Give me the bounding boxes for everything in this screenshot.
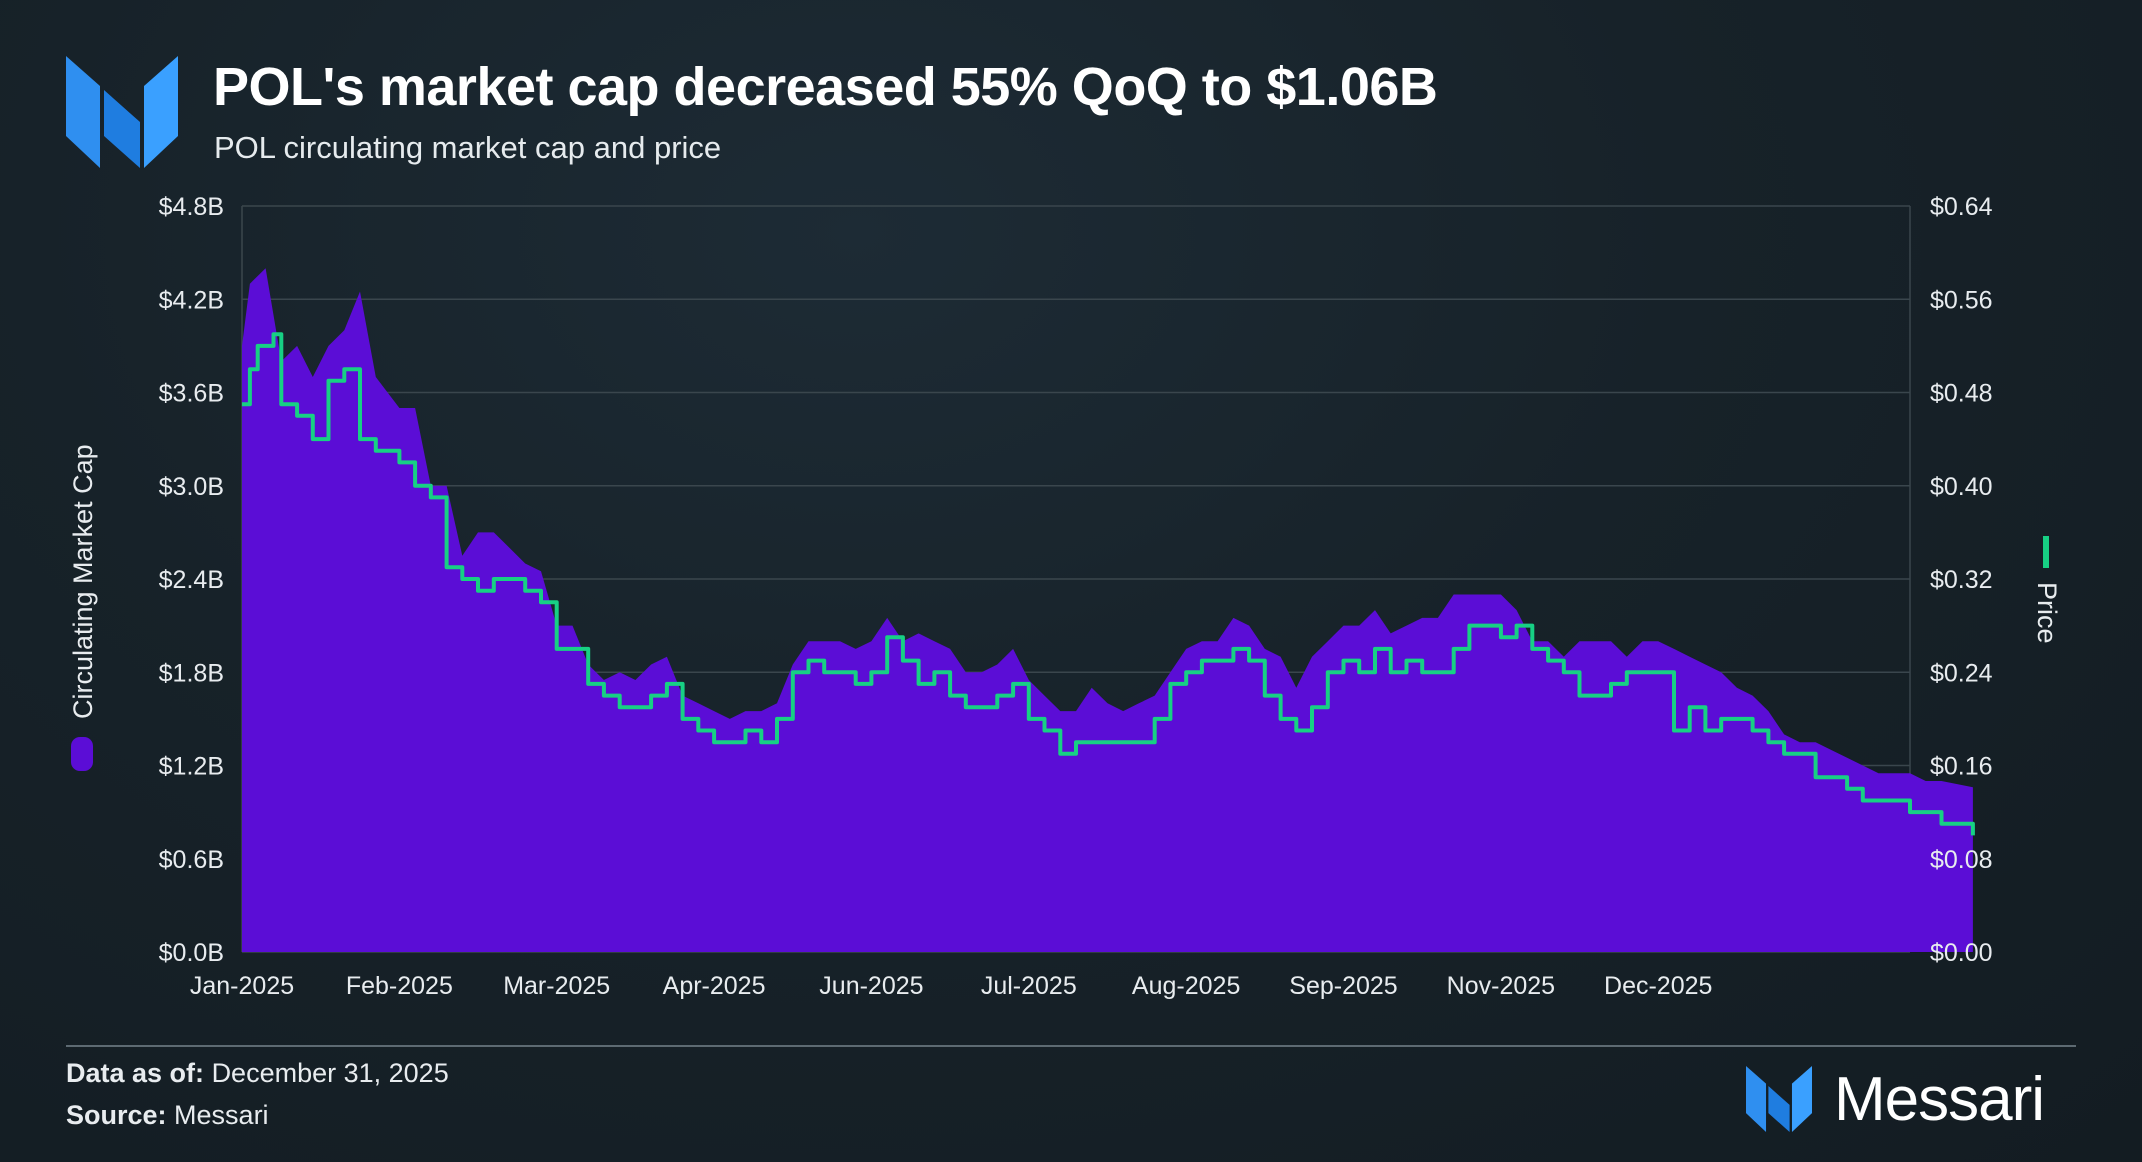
right-tick-label: $0.56 — [1930, 286, 1993, 314]
market-cap-price-chart: $0.0B $0.6B $1.2B $1.8B $2.4B $3.0B $3.6B $4.2B… — [68, 193, 2062, 1000]
right-tick-label: $0.32 — [1930, 566, 1993, 594]
right-tick-label: $0.00 — [1930, 939, 1993, 967]
brand-name: Messari — [1834, 1065, 2045, 1134]
right-tick-label: $0.08 — [1930, 846, 1993, 874]
left-tick-label: $1.8B — [159, 659, 224, 687]
x-tick-label: Jan-2025 — [190, 972, 294, 1000]
chart-header: POL's market cap decreased 55% QoQ to $1… — [66, 52, 1966, 172]
left-tick-label: $4.8B — [159, 193, 224, 221]
right-axis-label: Price — [2032, 582, 2062, 644]
price-line-layer — [242, 332, 1975, 836]
x-tick-label: Aug-2025 — [1132, 972, 1240, 1000]
x-tick-label: Nov-2025 — [1447, 972, 1555, 1000]
source: Source: Messari — [66, 1100, 269, 1131]
brand-logo: Messari — [1746, 1062, 2076, 1134]
data-as-of-value: December 31, 2025 — [211, 1058, 449, 1088]
right-axis: $0.00 $0.08 $0.16 $0.24 $0.32 $0.40 $0.48 $0.56… — [1930, 193, 1993, 967]
x-tick-label: Jul-2025 — [981, 972, 1077, 1000]
messari-wordmark-icon — [1746, 1066, 1812, 1132]
left-axis-label: Circulating Market Cap — [68, 444, 98, 719]
left-axis: $0.0B $0.6B $1.2B $1.8B $2.4B $3.0B $3.6B $4.2B… — [159, 193, 224, 967]
x-axis: Jan-2025 Feb-2025 Mar-2025 Apr-2025 Jun-2025… — [190, 972, 1713, 1000]
source-value: Messari — [174, 1100, 269, 1130]
x-tick-label: Feb-2025 — [346, 972, 453, 1000]
market-cap-area-layer — [242, 268, 1973, 952]
market-cap-area — [242, 268, 1973, 952]
x-tick-label: Apr-2025 — [663, 972, 766, 1000]
right-tick-label: $0.64 — [1930, 193, 1993, 221]
x-tick-label: Mar-2025 — [503, 972, 610, 1000]
data-as-of-label: Data as of: — [66, 1058, 205, 1088]
chart-subtitle: POL circulating market cap and price — [214, 130, 722, 165]
left-tick-label: $3.0B — [159, 473, 224, 501]
price-line — [242, 332, 1975, 836]
market-cap-legend-swatch — [71, 737, 93, 771]
x-tick-label: Sep-2025 — [1289, 972, 1397, 1000]
axis-legends: Circulating Market Cap Price — [68, 444, 2062, 771]
x-tick-label: Jun-2025 — [819, 972, 923, 1000]
source-label: Source: — [66, 1100, 167, 1130]
chart-title: POL's market cap decreased 55% QoQ to $1… — [213, 57, 1438, 117]
left-tick-label: $1.2B — [159, 753, 224, 781]
right-tick-label: $0.48 — [1930, 380, 1993, 408]
left-tick-label: $0.6B — [159, 846, 224, 874]
left-tick-label: $4.2B — [159, 286, 224, 314]
messari-logo-icon — [66, 56, 178, 168]
x-tick-label: Dec-2025 — [1604, 972, 1712, 1000]
footer-divider — [66, 1045, 2076, 1047]
right-tick-label: $0.24 — [1930, 659, 1993, 687]
data-as-of: Data as of: December 31, 2025 — [66, 1058, 449, 1089]
left-tick-label: $0.0B — [159, 939, 224, 967]
right-tick-label: $0.40 — [1930, 473, 1993, 501]
left-tick-label: $2.4B — [159, 566, 224, 594]
right-tick-label: $0.16 — [1930, 753, 1993, 781]
price-legend-swatch — [2043, 536, 2049, 568]
left-tick-label: $3.6B — [159, 380, 224, 408]
